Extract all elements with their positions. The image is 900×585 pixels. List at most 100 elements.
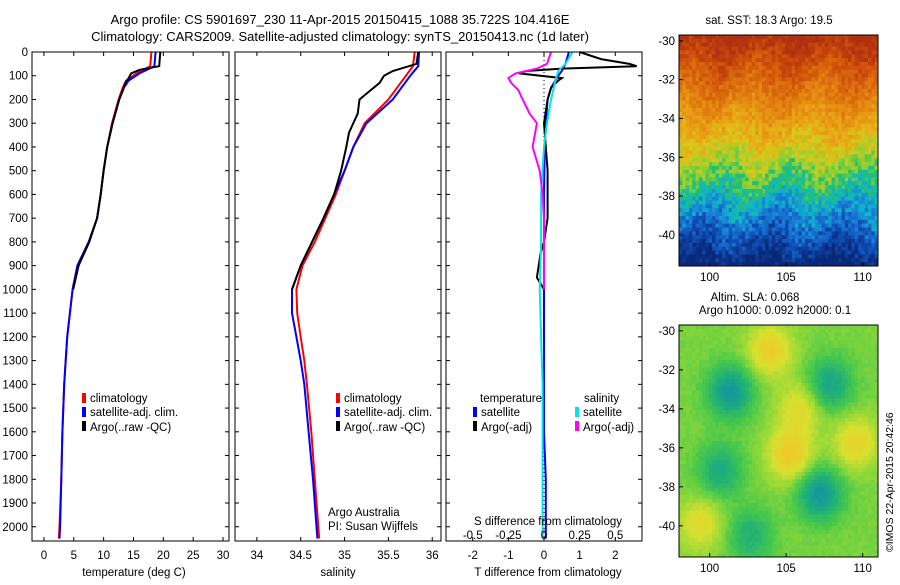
heatmap-cell (832, 116, 836, 120)
heatmap-cell (682, 254, 686, 258)
depth-tick-label: 800 (9, 237, 28, 249)
heatmap-cell (679, 139, 683, 143)
heatmap-cell (709, 81, 713, 85)
heatmap-cell (749, 58, 753, 62)
heatmap-cell (785, 231, 789, 235)
t-difference-xlabel: T difference from climatology (474, 567, 621, 579)
heatmap-cell (805, 100, 809, 104)
heatmap-cell (871, 204, 875, 208)
heatmap-cell (835, 177, 839, 181)
heatmap-cell (855, 100, 859, 104)
heatmap-cell (689, 170, 693, 174)
heatmap-cell (729, 193, 733, 197)
heatmap-cell (842, 371, 846, 375)
heatmap-cell (838, 368, 842, 372)
heatmap-cell (712, 379, 716, 383)
heatmap-cell (842, 204, 846, 208)
heatmap-cell (835, 348, 839, 352)
heatmap-cell (749, 337, 753, 341)
heatmap-cell (822, 162, 826, 166)
heatmap-cell (722, 135, 726, 139)
heatmap-cell (762, 208, 766, 212)
heatmap-cell (742, 170, 746, 174)
heatmap-cell (822, 143, 826, 147)
heatmap-cell (722, 387, 726, 391)
heatmap-cell (762, 139, 766, 143)
heatmap-cell (861, 337, 865, 341)
heatmap-cell (815, 208, 819, 212)
heatmap-cell (725, 348, 729, 352)
legend-title-salinity: salinity (584, 393, 619, 405)
heatmap-cell (722, 58, 726, 62)
heatmap-cell (871, 258, 875, 262)
heatmap-cell (749, 35, 753, 39)
heatmap-cell (739, 224, 743, 228)
heatmap-cell (825, 364, 829, 368)
heatmap-cell (825, 185, 829, 189)
heatmap-cell (755, 368, 759, 372)
heatmap-cell (762, 333, 766, 337)
heatmap-cell (825, 54, 829, 58)
heatmap-cell (865, 112, 869, 116)
heatmap-cell (715, 47, 719, 51)
heatmap-cell (785, 348, 789, 352)
heatmap-cell (815, 151, 819, 155)
heatmap-cell (871, 340, 875, 344)
heatmap-cell (792, 154, 796, 158)
heatmap-cell (845, 135, 849, 139)
heatmap-cell (739, 243, 743, 247)
heatmap-cell (755, 77, 759, 81)
heatmap-cell (759, 139, 763, 143)
heatmap-cell (812, 239, 816, 243)
heatmap-cell (732, 375, 736, 379)
heatmap-cell (851, 47, 855, 51)
heatmap-cell (798, 151, 802, 155)
heatmap-cell (855, 131, 859, 135)
heatmap-cell (752, 139, 756, 143)
heatmap-cell (795, 151, 799, 155)
heatmap-cell (772, 93, 776, 97)
heatmap-cell (795, 340, 799, 344)
heatmap-cell (722, 247, 726, 251)
heatmap-cell (715, 379, 719, 383)
heatmap-cell (835, 66, 839, 70)
heatmap-cell (702, 325, 706, 329)
heatmap-cell (682, 93, 686, 97)
heatmap-cell (772, 239, 776, 243)
heatmap-cell (855, 116, 859, 120)
heatmap-cell (865, 162, 869, 166)
heatmap-cell (739, 151, 743, 155)
heatmap-cell (848, 162, 852, 166)
heatmap-cell (825, 50, 829, 54)
heatmap-cell (871, 371, 875, 375)
heatmap-cell (805, 356, 809, 360)
heatmap-cell (842, 189, 846, 193)
heatmap-cell (689, 383, 693, 387)
heatmap-cell (735, 193, 739, 197)
heatmap-cell (838, 50, 842, 54)
heatmap-cell (788, 131, 792, 135)
heatmap-cell (792, 387, 796, 391)
heatmap-cell (682, 127, 686, 131)
heatmap-cell (828, 120, 832, 124)
heatmap-cell (832, 251, 836, 255)
heatmap-cell (838, 185, 842, 189)
heatmap-cell (861, 216, 865, 220)
heatmap-cell (775, 154, 779, 158)
heatmap-cell (712, 243, 716, 247)
heatmap-cell (742, 251, 746, 255)
heatmap-cell (732, 360, 736, 364)
heatmap-cell (795, 39, 799, 43)
heatmap-cell (706, 177, 710, 181)
heatmap-cell (855, 39, 859, 43)
heatmap-cell (712, 254, 716, 258)
heatmap-cell (779, 251, 783, 255)
heatmap-cell (851, 85, 855, 89)
heatmap-cell (755, 228, 759, 232)
heatmap-cell (759, 251, 763, 255)
heatmap-cell (696, 170, 700, 174)
heatmap-cell (871, 387, 875, 391)
heatmap-cell (855, 344, 859, 348)
heatmap-cell (749, 368, 753, 372)
heatmap-cell (858, 50, 862, 54)
